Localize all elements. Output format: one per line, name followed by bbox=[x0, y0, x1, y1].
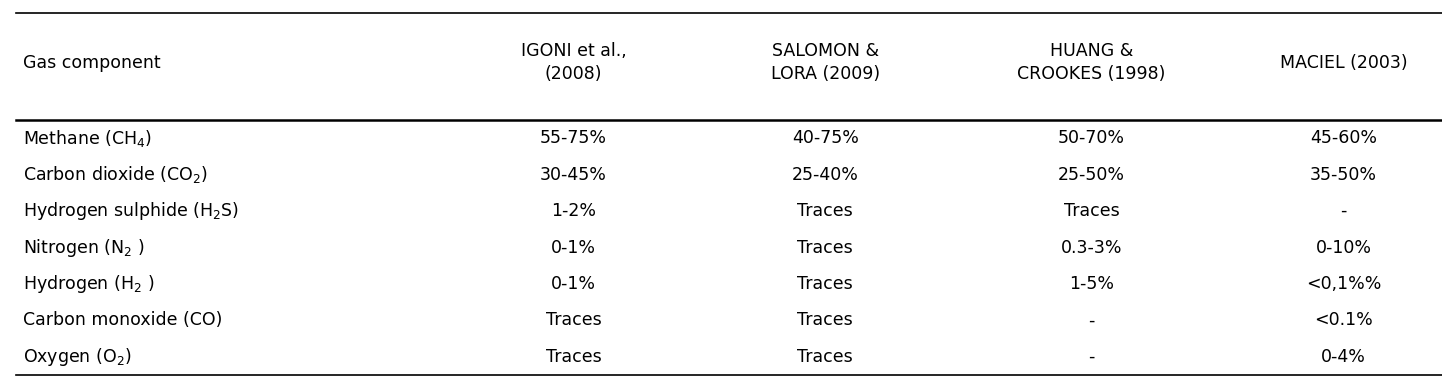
Text: Traces: Traces bbox=[797, 275, 854, 293]
Text: <0,1%%: <0,1%% bbox=[1306, 275, 1381, 293]
Text: -: - bbox=[1089, 348, 1094, 366]
Text: 1-5%: 1-5% bbox=[1069, 275, 1115, 293]
Text: Oxygen (O$_2$): Oxygen (O$_2$) bbox=[23, 346, 131, 368]
Text: 55-75%: 55-75% bbox=[539, 129, 607, 147]
Text: 1-2%: 1-2% bbox=[551, 202, 596, 220]
Text: SALOMON &
LORA (2009): SALOMON & LORA (2009) bbox=[771, 42, 880, 83]
Text: Traces: Traces bbox=[797, 312, 854, 329]
Text: 0-4%: 0-4% bbox=[1321, 348, 1366, 366]
Text: Traces: Traces bbox=[797, 239, 854, 257]
Text: 50-70%: 50-70% bbox=[1058, 129, 1125, 147]
Text: 0.3-3%: 0.3-3% bbox=[1061, 239, 1122, 257]
Text: Traces: Traces bbox=[545, 312, 601, 329]
Text: HUANG &
CROOKES (1998): HUANG & CROOKES (1998) bbox=[1018, 42, 1165, 83]
Text: Traces: Traces bbox=[797, 202, 854, 220]
Text: Nitrogen (N$_2$ ): Nitrogen (N$_2$ ) bbox=[23, 237, 144, 259]
Text: Traces: Traces bbox=[797, 348, 854, 366]
Text: -: - bbox=[1340, 202, 1347, 220]
Text: MACIEL (2003): MACIEL (2003) bbox=[1279, 54, 1407, 72]
Text: Hydrogen sulphide (H$_2$S): Hydrogen sulphide (H$_2$S) bbox=[23, 200, 239, 222]
Text: 45-60%: 45-60% bbox=[1309, 129, 1377, 147]
Text: 0-1%: 0-1% bbox=[551, 239, 596, 257]
Text: -: - bbox=[1089, 312, 1094, 329]
Text: 35-50%: 35-50% bbox=[1309, 166, 1377, 184]
Text: Carbon dioxide (CO$_2$): Carbon dioxide (CO$_2$) bbox=[23, 164, 208, 185]
Text: Methane (CH$_4$): Methane (CH$_4$) bbox=[23, 128, 151, 149]
Text: Carbon monoxide (CO): Carbon monoxide (CO) bbox=[23, 312, 222, 329]
Text: Gas component: Gas component bbox=[23, 54, 160, 72]
Text: Traces: Traces bbox=[1064, 202, 1119, 220]
Text: Hydrogen (H$_2$ ): Hydrogen (H$_2$ ) bbox=[23, 273, 154, 295]
Text: IGONI et al.,
(2008): IGONI et al., (2008) bbox=[521, 42, 626, 83]
Text: 0-1%: 0-1% bbox=[551, 275, 596, 293]
Text: 25-40%: 25-40% bbox=[792, 166, 859, 184]
Text: 0-10%: 0-10% bbox=[1315, 239, 1371, 257]
Text: <0.1%: <0.1% bbox=[1314, 312, 1373, 329]
Text: Traces: Traces bbox=[545, 348, 601, 366]
Text: 30-45%: 30-45% bbox=[541, 166, 607, 184]
Text: 40-75%: 40-75% bbox=[792, 129, 859, 147]
Text: 25-50%: 25-50% bbox=[1058, 166, 1125, 184]
